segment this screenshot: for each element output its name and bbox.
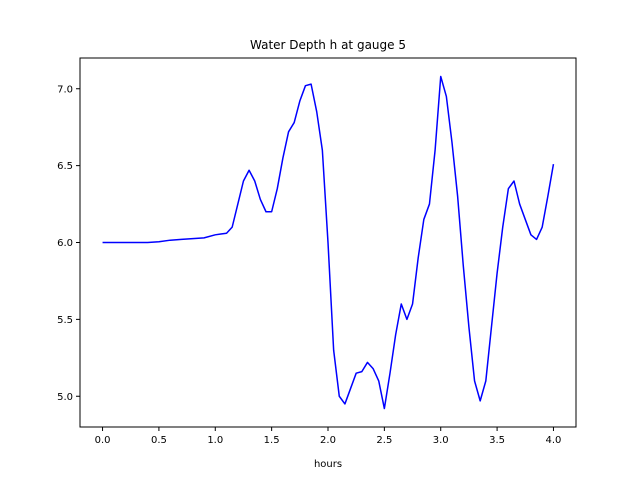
x-tick-label: 0.5 xyxy=(151,435,167,446)
y-tick-label: 5.5 xyxy=(57,315,73,326)
x-axis-ticks: 0.0 0.5 1.0 1.5 2.0 2.5 3.0 3.5 4.0 xyxy=(95,427,562,446)
x-tick-label: 2.5 xyxy=(376,435,392,446)
x-tick-label: 3.0 xyxy=(433,435,449,446)
x-tick-label: 1.5 xyxy=(264,435,280,446)
x-tick-label: 4.0 xyxy=(546,435,562,446)
y-tick-label: 6.0 xyxy=(57,238,73,249)
series-line-0 xyxy=(102,75,555,410)
x-tick-label: 2.0 xyxy=(320,435,336,446)
x-tick-label: 1.0 xyxy=(207,435,223,446)
x-tick-label: 3.5 xyxy=(489,435,505,446)
x-axis-label: hours xyxy=(314,459,342,470)
y-tick-label: 7.0 xyxy=(57,84,73,95)
y-tick-label: 5.0 xyxy=(57,392,73,403)
x-tick-label: 0.0 xyxy=(95,435,111,446)
chart-title: Water Depth h at gauge 5 xyxy=(250,38,406,52)
y-axis-ticks: 5.0 5.5 6.0 6.5 7.0 xyxy=(57,84,80,403)
y-tick-label: 6.5 xyxy=(57,161,73,172)
